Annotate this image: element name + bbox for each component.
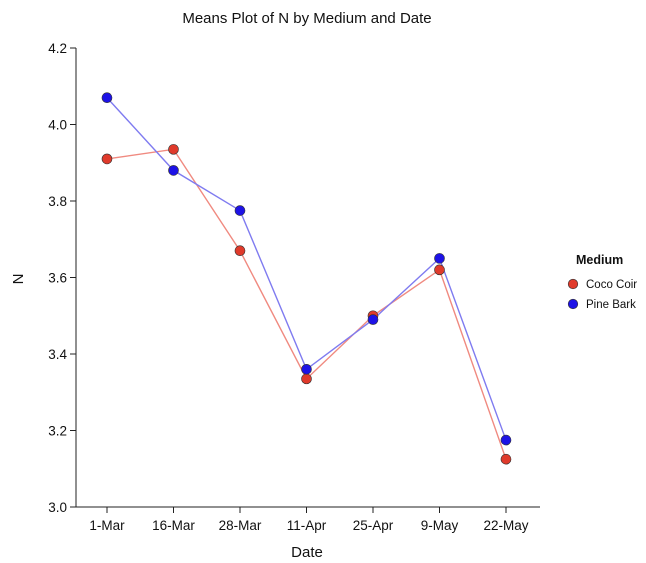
x-tick-label: 1-Mar [89,518,125,533]
x-tick-label: 25-Apr [353,518,394,533]
x-tick-label: 16-Mar [152,518,195,533]
y-axis-label: N [10,274,27,285]
legend-label: Pine Bark [586,299,636,311]
legend-marker [567,278,579,290]
data-point-coco-coir [101,153,113,165]
y-tick-label: 4.2 [48,41,67,56]
y-tick-label: 3.8 [48,194,67,209]
legend-label: Coco Coir [586,279,637,291]
x-tick-label: 22-May [483,518,528,533]
data-point-coco-coir [234,245,246,257]
series-points [101,92,512,465]
y-tick-label: 3.4 [48,347,67,362]
x-axis-label: Date [291,544,323,561]
legend-title: Medium [576,253,623,267]
data-point-pine-bark [234,205,246,216]
series-line-coco-coir [106,148,507,460]
data-point-pine-bark [101,92,113,104]
data-point-pine-bark [301,363,312,375]
y-tick-label: 4.0 [48,118,67,133]
data-point-pine-bark [500,434,512,446]
data-point-coco-coir [500,453,512,465]
y-tick-label: 3.6 [48,271,67,286]
y-tick-label: 3.2 [48,424,67,439]
x-tick-label: 9-May [421,518,459,533]
x-tick-label: 11-Apr [287,518,327,533]
data-point-coco-coir [434,264,445,276]
x-tick-label: 28-Mar [219,518,262,533]
data-point-pine-bark [434,253,445,264]
chart-title: Means Plot of N by Medium and Date [182,10,431,27]
legend-marker [567,298,579,310]
y-tick-label: 3.0 [48,500,67,515]
data-point-coco-coir [168,144,179,155]
series-lines [106,97,507,460]
legend: Medium Coco Coir Pine Bark [567,253,637,311]
series-line-pine-bark [106,97,507,441]
data-point-pine-bark [168,165,179,176]
data-point-pine-bark [367,314,379,325]
data-point-coco-coir [301,373,312,385]
ticks: 3.0 3.2 3.4 3.6 3.8 4.0 4.2 1-Mar 16-Mar 28-Mar 11… [48,41,529,533]
